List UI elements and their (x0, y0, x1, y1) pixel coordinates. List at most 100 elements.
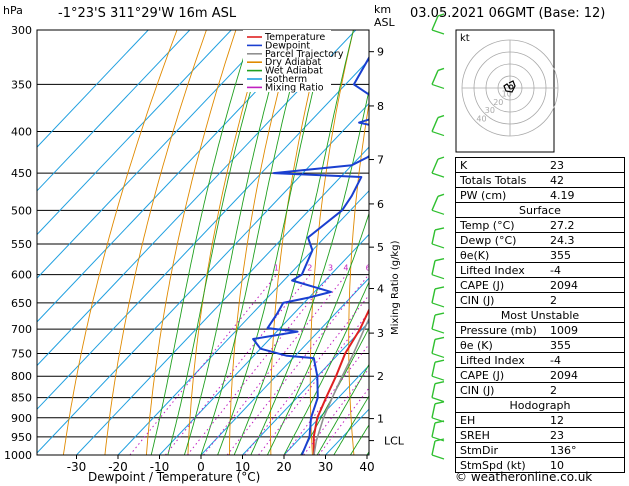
legend-entry: Temperature (264, 32, 325, 43)
wind-barb-feather (431, 397, 445, 403)
index-value: 23 (546, 427, 625, 443)
plot-frame (36, 29, 370, 456)
x-tick-label: -10 (150, 460, 170, 474)
wet-adiabat-line (266, 211, 369, 455)
isotherm-line (37, 30, 274, 279)
hodograph-row: EH 12 (455, 412, 625, 428)
index-value: 4.19 (546, 187, 625, 203)
wind-barb-flag (437, 193, 445, 197)
wind-barb-feather (431, 172, 445, 178)
isotherm-line (37, 30, 149, 148)
unstable-row: CIN (J) 2 (455, 382, 625, 398)
hodograph-kt-label: kt (460, 33, 470, 44)
mixing-ratio-label: 15 (420, 264, 430, 273)
wet-adiabat-line (250, 88, 369, 455)
legend-entry: Isotherm (265, 74, 307, 85)
km-tick-label: 1 (377, 413, 384, 426)
pressure-tick-label: 600 (11, 269, 32, 282)
wind-barb-feather (431, 130, 445, 137)
mixing-ratio-line (129, 274, 277, 455)
surface-row: Temp (°C) 27.2 (455, 217, 625, 233)
wind-barb-feather (431, 83, 445, 89)
dry-adiabat-line (62, 30, 178, 455)
index-value: 2094 (546, 367, 625, 383)
location-title: -1°23'S 311°29'W 16m ASL (58, 6, 237, 21)
wet-adiabat-line (200, 30, 307, 455)
km-tick-label: 5 (377, 241, 384, 254)
wind-barb-staff (431, 362, 436, 377)
wind-barb-flag (437, 13, 445, 17)
mixing-ratio-line (303, 367, 369, 455)
index-label: Totals Totals (455, 172, 546, 188)
unstable-row: CAPE (J) 2094 (455, 367, 625, 383)
mixing-ratio-label: 4 (343, 264, 348, 273)
index-value: 2 (546, 292, 625, 308)
pressure-tick-label: 400 (11, 126, 32, 139)
x-axis-label: Dewpoint / Temperature (°C) (88, 470, 260, 484)
hodograph-frame (455, 29, 555, 153)
km-tick-label: LCL (384, 435, 405, 448)
unstable-title-row: Most Unstable (455, 307, 625, 323)
pressure-tick-label: 850 (11, 392, 32, 405)
hodograph-row: StmSpd (kt) 10 (455, 457, 625, 473)
pressure-tick-label: 300 (11, 24, 32, 37)
km-tick-label: 6 (377, 198, 384, 211)
km-tick-label: 7 (377, 154, 384, 167)
index-label: StmSpd (kt) (455, 457, 546, 473)
km-tick-label: 2 (377, 370, 384, 383)
mixing-ratio-line (226, 274, 369, 455)
isotherm-line (283, 364, 369, 455)
series-parcel-trajectory-line (313, 317, 369, 455)
index-label: EH (455, 412, 546, 428)
wind-barb-staff (431, 158, 439, 174)
wind-barb-flag (437, 156, 445, 160)
km-label: km (374, 3, 392, 16)
isotherm-line (76, 146, 369, 455)
wet-adiabat-line (167, 30, 269, 455)
wet-adiabat-line (300, 327, 369, 455)
isotherm-line (200, 277, 369, 455)
index-label: CIN (J) (455, 382, 546, 398)
index-row: K 23 (455, 157, 625, 173)
datetime-title: 03.05.2021 06GMT (Base: 12) (410, 6, 606, 21)
index-value: 355 (546, 247, 625, 263)
isotherm-line (37, 102, 369, 454)
index-label: Lifted Index (455, 352, 546, 368)
wind-barb-feather (431, 375, 445, 381)
pressure-tick-label: 450 (11, 167, 32, 180)
mixing-ratio-line (203, 274, 347, 455)
section-title: Most Unstable (455, 307, 625, 323)
section-title: Hodograph (455, 397, 625, 413)
wind-barb-flag (437, 67, 445, 72)
index-label: PW (cm) (455, 187, 546, 203)
isotherm-line (37, 30, 191, 192)
x-tick-label: 30 (318, 460, 333, 474)
asl-label: ASL (374, 16, 395, 29)
km-tick-label: 9 (377, 46, 384, 59)
pressure-tick-label: 350 (11, 78, 32, 91)
wet-adiabat-line (183, 30, 287, 455)
wind-barb-staff (431, 288, 436, 304)
dry-adiabat-line (228, 30, 296, 455)
dry-adiabat-line (104, 30, 207, 455)
isotherm-line (242, 321, 369, 455)
wind-barb-flag (434, 420, 445, 424)
legend-entry: Wet Adiabat (265, 66, 323, 77)
index-label: StmDir (455, 442, 546, 458)
mixing-ratio-label: 3 (328, 264, 333, 273)
mixing-ratio-label: 2 (307, 264, 312, 273)
wind-barb-flag (434, 380, 445, 385)
wind-barb-feather (431, 29, 445, 35)
legend-box (243, 30, 331, 92)
dry-adiabat-line (145, 30, 237, 455)
wind-barb-feather (431, 274, 445, 280)
wet-adiabat-line (316, 363, 369, 455)
x-tick-label: 40 (359, 460, 374, 474)
index-value: -4 (546, 352, 625, 368)
wind-barb-flag (434, 312, 445, 316)
wind-barb-staff (431, 440, 436, 456)
pressure-tick-label: 650 (11, 297, 32, 310)
index-value: 27.2 (546, 217, 625, 233)
wind-barb-staff (431, 196, 439, 211)
